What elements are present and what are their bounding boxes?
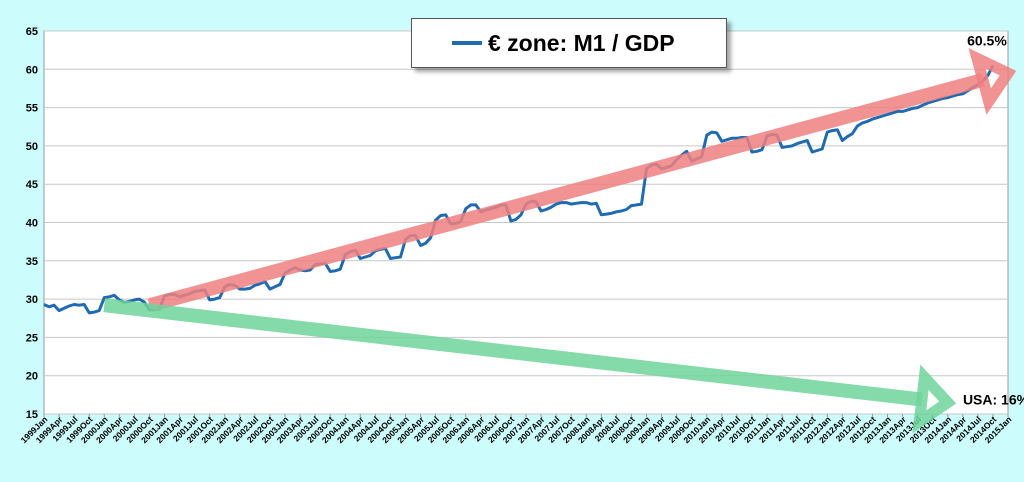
legend-label: € zone: M1 / GDP <box>488 29 675 56</box>
y-tick-label: 35 <box>26 256 38 268</box>
y-tick-label: 15 <box>26 409 38 421</box>
y-tick-label: 55 <box>26 103 38 115</box>
y-tick-label: 45 <box>26 179 38 191</box>
annotation-60-5: 60.5% <box>967 32 1007 48</box>
chart-legend: € zone: M1 / GDP <box>411 18 727 68</box>
usa-trend-arrow-shaft <box>103 298 923 407</box>
usa-trend-arrow-head <box>912 364 957 434</box>
y-tick-label: 20 <box>26 371 38 383</box>
y-tick-label: 60 <box>26 64 38 76</box>
y-tick-label: 65 <box>26 26 38 38</box>
y-tick-label: 25 <box>26 332 38 344</box>
legend-swatch-line <box>452 41 482 45</box>
y-tick-label: 30 <box>26 294 38 306</box>
rising-trend-arrow-shaft <box>147 73 985 312</box>
rising-trend-arrow-head <box>968 47 1017 115</box>
y-tick-label: 50 <box>26 141 38 153</box>
y-tick-label: 40 <box>26 218 38 230</box>
annotation-usa: USA: 16% <box>963 391 1024 407</box>
